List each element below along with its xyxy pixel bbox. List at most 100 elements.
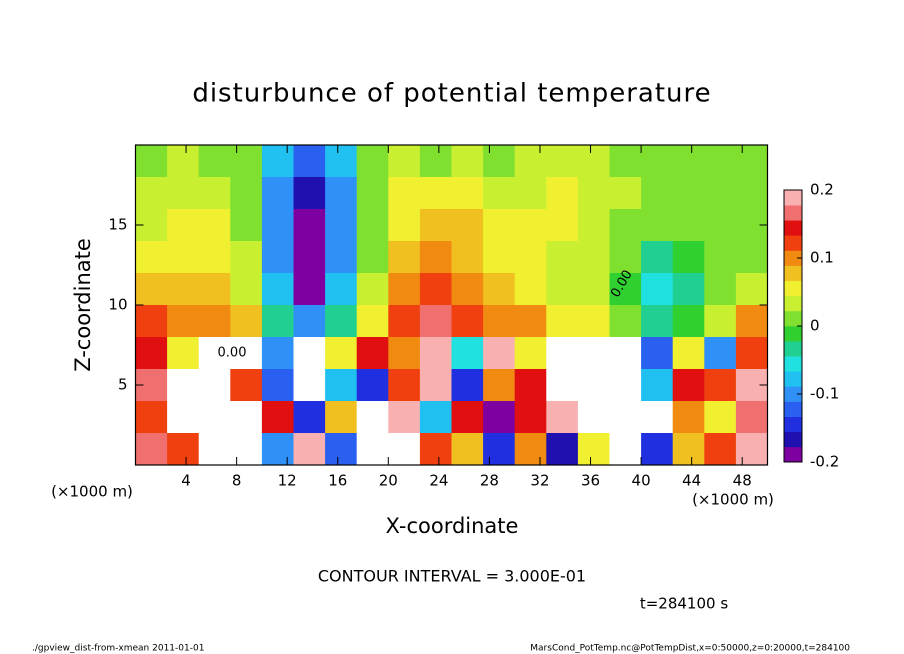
- field-cell: [514, 177, 547, 210]
- x-unit-label: (×1000 m): [692, 491, 774, 509]
- field-cell: [230, 337, 263, 370]
- colorbar-band: [784, 235, 802, 251]
- x-unit-label: (×1000 m): [51, 483, 133, 501]
- contour-interval: CONTOUR INTERVAL = 3.000E-01: [318, 567, 586, 586]
- field-cell: [419, 145, 452, 178]
- field-cell: [735, 433, 768, 466]
- field-cell: [577, 273, 610, 306]
- field-cell: [704, 337, 737, 370]
- field-cell: [167, 177, 200, 210]
- field-cell: [451, 433, 484, 466]
- field-cell: [261, 337, 294, 370]
- field-cell: [514, 433, 547, 466]
- field-cell: [356, 369, 389, 402]
- colorbar-tick-label: -0.1: [810, 385, 839, 403]
- colorbar-band: [784, 446, 802, 463]
- field-cell: [483, 273, 516, 306]
- field-cell: [609, 209, 642, 242]
- field-cell: [198, 177, 231, 210]
- x-tick-label: 40: [632, 472, 651, 490]
- x-tick-label: 24: [429, 472, 448, 490]
- field-cell: [672, 177, 705, 210]
- colorbar-tick-label: 0.2: [810, 181, 834, 199]
- x-tick-label: 20: [379, 472, 398, 490]
- field-cell: [451, 209, 484, 242]
- field-cell: [293, 401, 326, 434]
- field-cell: [325, 145, 358, 178]
- field-cell: [577, 337, 610, 370]
- field-cell: [546, 305, 579, 338]
- field-cell: [514, 369, 547, 402]
- field-cell: [198, 337, 231, 370]
- field-cell: [293, 369, 326, 402]
- colorbar-band: [784, 250, 802, 266]
- field-cell: [704, 305, 737, 338]
- field-cell: [451, 337, 484, 370]
- field-cell: [704, 369, 737, 402]
- field-cell: [388, 369, 421, 402]
- y-tick-label: 5: [118, 376, 128, 394]
- field-cell: [261, 369, 294, 402]
- field-cell: [293, 177, 326, 210]
- time-label: t=284100 s: [640, 595, 728, 613]
- field-cell: [735, 273, 768, 306]
- x-tick-label: 16: [328, 472, 347, 490]
- field-cell: [356, 273, 389, 306]
- field-cell: [135, 401, 168, 434]
- field-cell: [514, 401, 547, 434]
- field-cell: [198, 209, 231, 242]
- field-cell: [198, 145, 231, 178]
- field-cell: [672, 337, 705, 370]
- field-cell: [483, 305, 516, 338]
- field-cell: [641, 241, 674, 274]
- field-cell: [451, 145, 484, 178]
- x-axis-label: X-coordinate: [386, 514, 519, 538]
- field-cell: [672, 369, 705, 402]
- field-cell: [641, 177, 674, 210]
- field-cell: [167, 305, 200, 338]
- field-cell: [704, 145, 737, 178]
- field-cell: [483, 145, 516, 178]
- x-tick-label: 28: [480, 472, 499, 490]
- field-cell: [325, 369, 358, 402]
- field-cell: [230, 177, 263, 210]
- field-cell: [483, 369, 516, 402]
- colorbar-band: [784, 416, 802, 433]
- field-cell: [609, 401, 642, 434]
- field-cell: [419, 273, 452, 306]
- field-cell: [167, 241, 200, 274]
- field-cell: [167, 433, 200, 466]
- field-cell: [388, 305, 421, 338]
- field-cell: [514, 273, 547, 306]
- field-cell: [546, 177, 579, 210]
- y-tick-label: 10: [108, 296, 127, 314]
- field-cell: [230, 209, 263, 242]
- field-cell: [388, 241, 421, 274]
- field-cell: [198, 433, 231, 466]
- x-tick-label: 48: [733, 472, 752, 490]
- field-cell: [641, 401, 674, 434]
- field-cell: [419, 177, 452, 210]
- field-cell: [198, 305, 231, 338]
- field-cell: [514, 209, 547, 242]
- colorbar-tick-label: 0: [810, 317, 820, 335]
- field-cell: [704, 209, 737, 242]
- field-cell: [546, 241, 579, 274]
- field-cell: [356, 209, 389, 242]
- field-cell: [609, 369, 642, 402]
- field-cell: [704, 401, 737, 434]
- field-cell: [198, 273, 231, 306]
- field-cell: [167, 273, 200, 306]
- field-cell: [293, 273, 326, 306]
- field-cell: [546, 337, 579, 370]
- colorbar-band: [784, 341, 802, 357]
- field-cell: [261, 241, 294, 274]
- field-cell: [356, 433, 389, 466]
- field-cell: [167, 337, 200, 370]
- colorbar-band: [784, 220, 802, 236]
- field-cell: [546, 433, 579, 466]
- field-cell: [135, 273, 168, 306]
- x-tick-label: 8: [232, 472, 242, 490]
- field-cell: [293, 433, 326, 466]
- field-cell: [419, 337, 452, 370]
